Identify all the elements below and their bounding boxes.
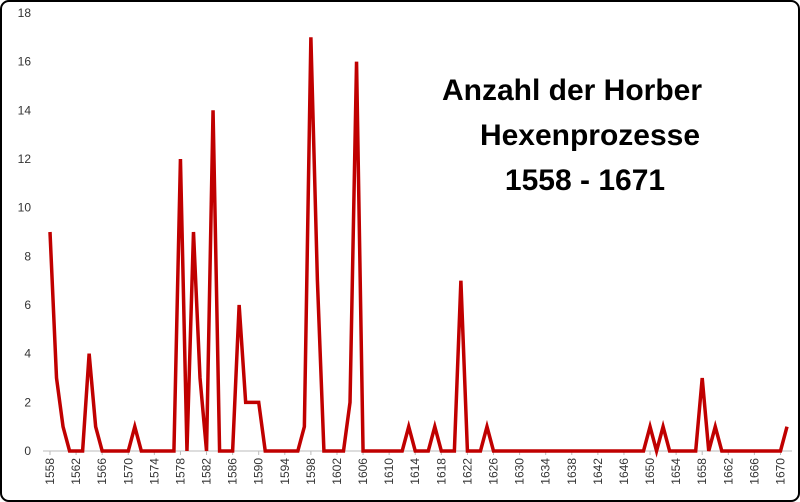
x-tick-label: 1570	[121, 458, 135, 485]
x-tick-label: 1614	[408, 458, 422, 485]
x-tick-label: 1606	[356, 458, 370, 485]
x-tick-label: 1602	[330, 458, 344, 485]
x-tick-label: 1662	[721, 458, 735, 485]
x-tick-label: 1586	[226, 458, 240, 485]
chart-title: 1558 - 1671	[505, 164, 665, 197]
x-tick-label: 1622	[460, 458, 474, 485]
x-tick-label: 1598	[304, 458, 318, 485]
y-tick-label: 8	[24, 249, 31, 263]
y-tick-label: 4	[24, 347, 31, 361]
x-tick-label: 1642	[591, 458, 605, 485]
x-tick-label: 1626	[487, 458, 501, 485]
y-tick-label: 6	[24, 298, 31, 312]
x-tick-label: 1610	[382, 458, 396, 485]
x-tick-label: 1638	[565, 458, 579, 485]
x-tick-label: 1562	[69, 458, 83, 485]
x-tick-label: 1574	[147, 458, 161, 485]
x-tick-label: 1658	[695, 458, 709, 485]
x-tick-label: 1594	[278, 458, 292, 485]
x-tick-label: 1618	[434, 458, 448, 485]
y-tick-label: 18	[18, 6, 32, 20]
x-tick-label: 1634	[539, 458, 553, 485]
x-tick-label: 1558	[43, 458, 57, 485]
y-tick-label: 16	[18, 55, 32, 69]
x-tick-label: 1666	[747, 458, 761, 485]
x-tick-label: 1566	[95, 458, 109, 485]
y-tick-label: 2	[24, 395, 31, 409]
data-line	[48, 37, 789, 458]
x-tick-label: 1654	[669, 458, 683, 485]
y-tick-label: 12	[18, 152, 32, 166]
x-tick-label: 1590	[252, 458, 266, 485]
chart-title: Hexenprozesse	[480, 119, 700, 152]
x-tick-label: 1578	[173, 458, 187, 485]
x-tick-label: 1646	[617, 458, 631, 485]
x-tick-label: 1670	[773, 458, 787, 485]
x-tick-label: 1650	[643, 458, 657, 485]
y-tick-label: 14	[18, 103, 32, 117]
chart-title: Anzahl der Horber	[442, 74, 702, 107]
y-tick-label: 0	[24, 444, 31, 458]
x-tick-label: 1630	[513, 458, 527, 485]
x-tick-label: 1582	[200, 458, 214, 485]
y-tick-label: 10	[18, 201, 32, 215]
